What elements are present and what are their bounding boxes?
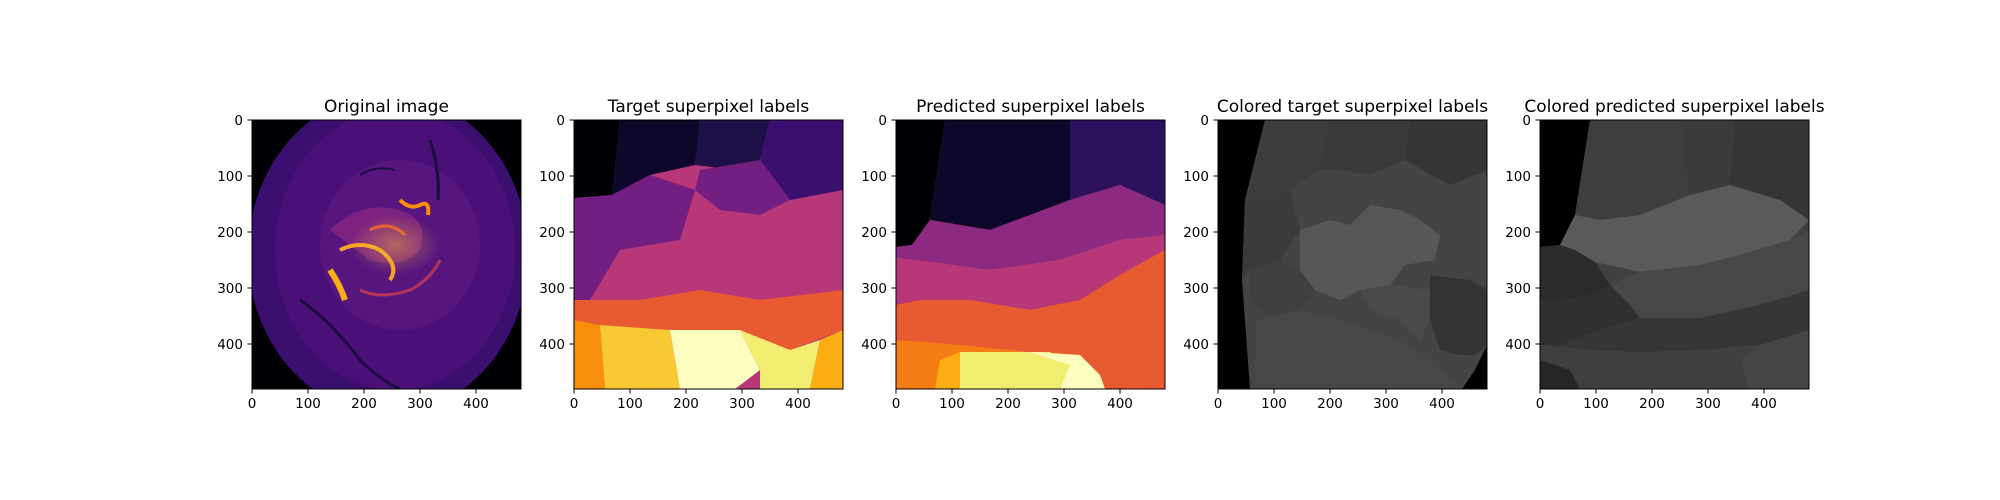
panel-title: Predicted superpixel labels — [916, 97, 1145, 117]
y-tick-label: 300 — [539, 281, 565, 297]
y-tick-label: 100 — [539, 169, 565, 185]
y-tick-label: 100 — [1505, 169, 1531, 185]
x-tick-label: 0 — [892, 396, 901, 412]
y-tick-label: 400 — [217, 337, 243, 353]
x-tick-label: 0 — [1214, 396, 1223, 412]
y-tick-label: 100 — [861, 169, 887, 185]
x-tick-label: 300 — [1051, 396, 1077, 412]
x-tick-label: 200 — [351, 396, 377, 412]
x-tick-label: 100 — [295, 396, 321, 412]
x-tick-label: 400 — [1107, 396, 1133, 412]
x-tick-label: 100 — [939, 396, 965, 412]
panel-title: Colored predicted superpixel labels — [1524, 97, 1824, 117]
y-tick-label: 200 — [1505, 225, 1531, 241]
y-tick-label: 400 — [539, 337, 565, 353]
x-tick-label: 0 — [1536, 396, 1545, 412]
y-tick-label: 400 — [861, 337, 887, 353]
x-tick-label: 200 — [995, 396, 1021, 412]
y-tick-label: 200 — [539, 225, 565, 241]
x-tick-label: 300 — [729, 396, 755, 412]
x-tick-label: 400 — [1429, 396, 1455, 412]
x-tick-label: 400 — [463, 396, 489, 412]
x-tick-label: 100 — [1261, 396, 1287, 412]
x-tick-label: 0 — [570, 396, 579, 412]
colored-target-image — [1218, 120, 1487, 389]
x-axis: 0 100 200 300 400 — [1536, 389, 1777, 412]
panel-colored-target: Colored target superpixel labels 0 100 2… — [1183, 97, 1488, 412]
y-tick-label: 0 — [234, 113, 243, 129]
x-tick-label: 200 — [1317, 396, 1343, 412]
x-tick-label: 100 — [617, 396, 643, 412]
panel-original: Original image 0 100 200 — [217, 97, 522, 412]
x-axis: 0 100 200 300 400 — [1214, 389, 1455, 412]
y-tick-label: 300 — [1183, 281, 1209, 297]
colored-predicted-image — [1540, 120, 1809, 389]
y-axis: 0 100 200 300 400 — [217, 113, 252, 353]
x-tick-label: 400 — [1751, 396, 1777, 412]
panel-target: Target superpixel labels 0 100 — [539, 97, 844, 412]
original-image — [252, 120, 521, 389]
y-axis: 0 100 200 300 400 — [1505, 113, 1540, 353]
x-axis: 0 100 200 300 400 — [892, 389, 1133, 412]
y-tick-label: 200 — [217, 225, 243, 241]
y-tick-label: 300 — [1505, 281, 1531, 297]
predicted-label-image — [896, 120, 1165, 389]
x-tick-label: 200 — [673, 396, 699, 412]
x-tick-label: 200 — [1639, 396, 1665, 412]
x-tick-label: 0 — [248, 396, 257, 412]
y-tick-label: 400 — [1183, 337, 1209, 353]
y-tick-label: 300 — [217, 281, 243, 297]
x-tick-label: 300 — [1695, 396, 1721, 412]
target-label-image — [574, 120, 843, 389]
panel-predicted: Predicted superpixel labels 0 100 200 30… — [861, 97, 1166, 412]
y-tick-label: 100 — [1183, 169, 1209, 185]
panel-title: Target superpixel labels — [607, 97, 810, 117]
y-tick-label: 0 — [878, 113, 887, 129]
y-axis: 0 100 200 300 400 — [1183, 113, 1218, 353]
x-tick-label: 300 — [1373, 396, 1399, 412]
x-axis: 0 100 200 300 400 — [248, 389, 489, 412]
x-tick-label: 400 — [785, 396, 811, 412]
y-axis: 0 100 200 300 400 — [861, 113, 896, 353]
panel-title: Colored target superpixel labels — [1217, 97, 1488, 117]
y-tick-label: 300 — [861, 281, 887, 297]
y-tick-label: 0 — [556, 113, 565, 129]
y-axis: 0 100 200 300 400 — [539, 113, 574, 353]
panel-title: Original image — [324, 97, 449, 117]
y-tick-label: 100 — [217, 169, 243, 185]
x-tick-label: 300 — [407, 396, 433, 412]
y-tick-label: 200 — [861, 225, 887, 241]
x-axis: 0 100 200 300 400 — [570, 389, 811, 412]
panel-colored-predicted: Colored predicted superpixel labels 0 10… — [1505, 97, 1825, 412]
y-tick-label: 200 — [1183, 225, 1209, 241]
y-tick-label: 0 — [1522, 113, 1531, 129]
y-tick-label: 400 — [1505, 337, 1531, 353]
x-tick-label: 100 — [1583, 396, 1609, 412]
y-tick-label: 0 — [1200, 113, 1209, 129]
